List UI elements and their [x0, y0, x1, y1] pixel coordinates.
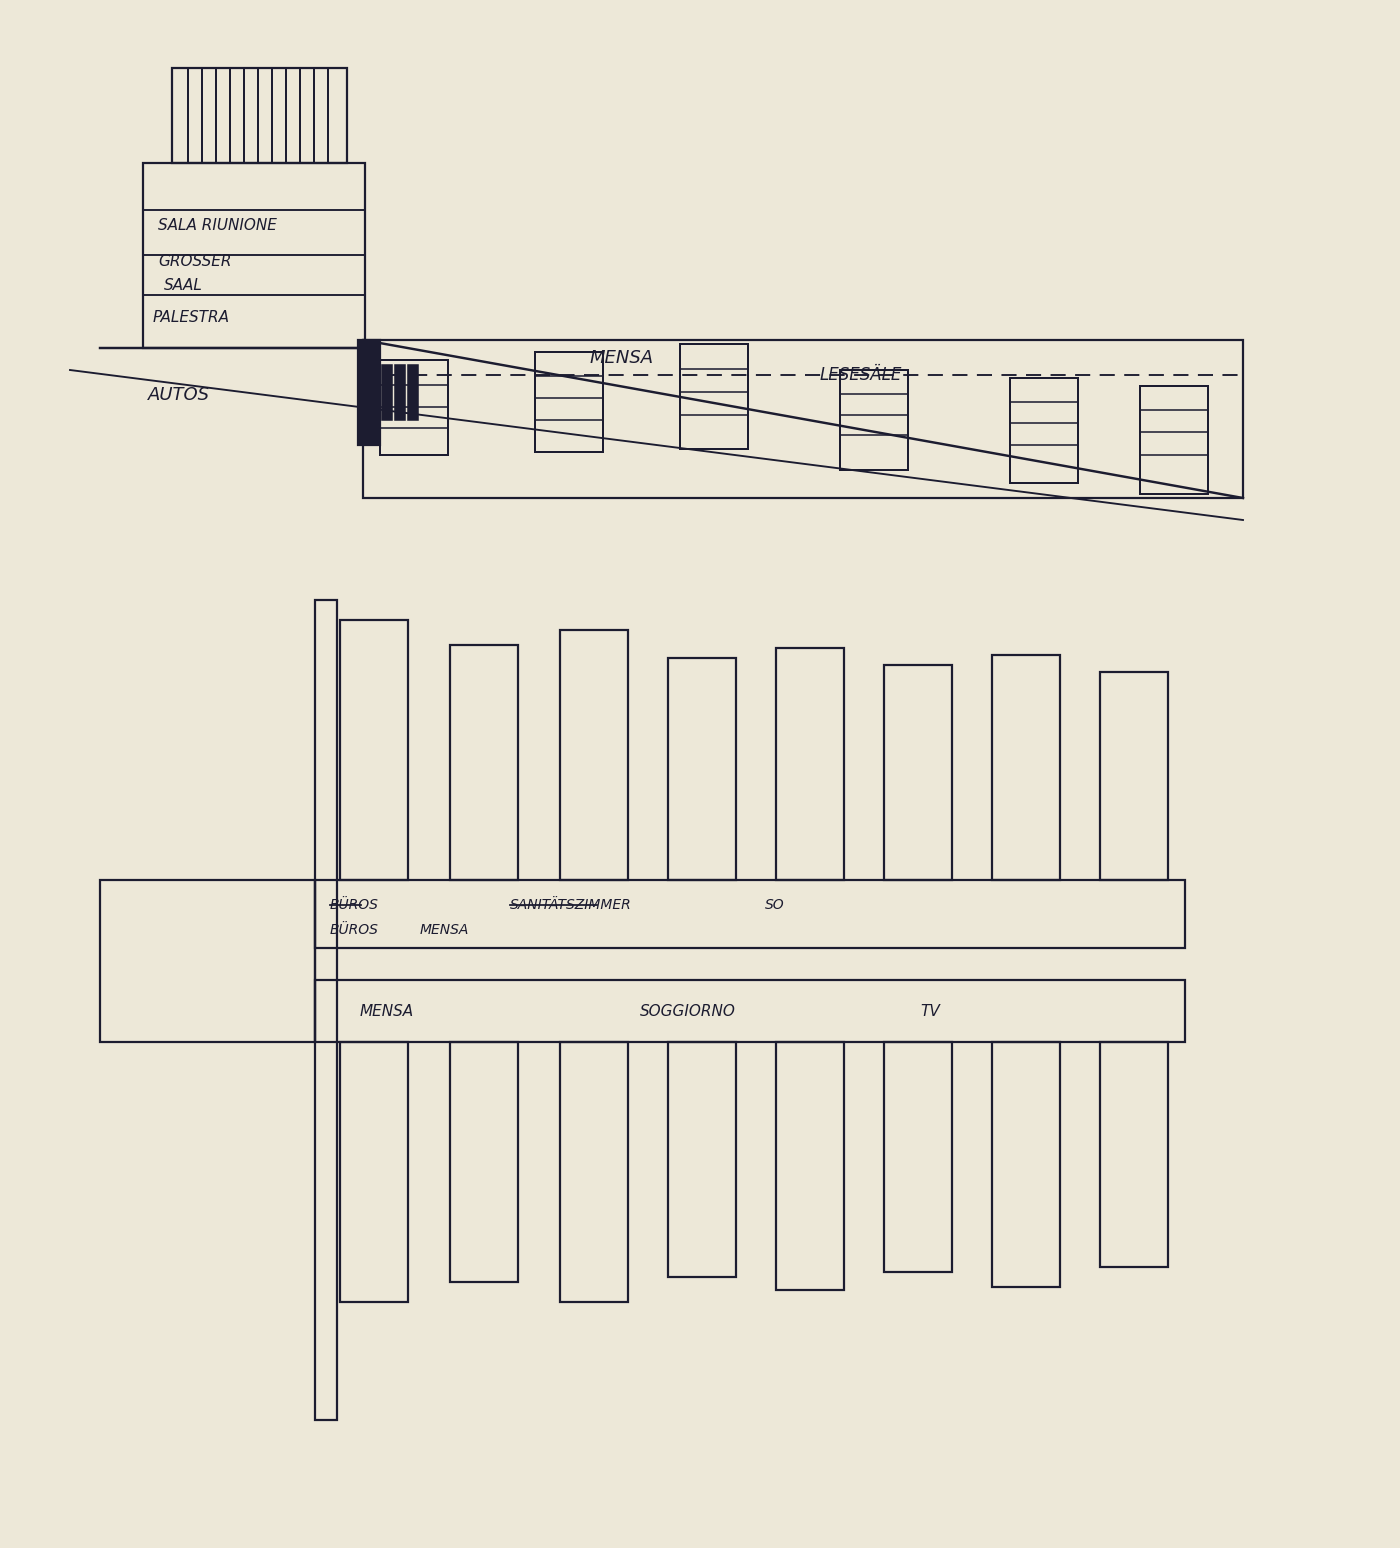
Bar — [1100, 1042, 1168, 1266]
Bar — [449, 1042, 518, 1282]
Bar — [668, 1042, 736, 1277]
Bar — [395, 365, 405, 420]
Text: TV: TV — [920, 1005, 939, 1020]
Bar — [560, 630, 629, 879]
Bar — [407, 365, 419, 420]
Bar — [776, 1042, 844, 1289]
Bar — [315, 601, 337, 1420]
Bar — [358, 341, 379, 444]
Text: SOGGIORNO: SOGGIORNO — [640, 1005, 736, 1020]
Bar — [382, 365, 392, 420]
Bar — [776, 649, 844, 879]
Bar — [143, 163, 365, 348]
Text: SO: SO — [764, 898, 784, 912]
Bar — [993, 1042, 1060, 1286]
Bar — [668, 658, 736, 879]
Bar — [680, 344, 748, 449]
Text: BÜROS: BÜROS — [330, 923, 379, 937]
Bar — [340, 1042, 407, 1302]
Bar — [340, 621, 407, 879]
Bar — [993, 655, 1060, 879]
Bar — [560, 1042, 629, 1302]
Bar — [1100, 672, 1168, 879]
Bar — [883, 666, 952, 879]
Bar — [1009, 378, 1078, 483]
Text: SALA RIUNIONE: SALA RIUNIONE — [158, 218, 277, 232]
Bar — [883, 1042, 952, 1272]
Text: MENSA: MENSA — [420, 923, 469, 937]
Bar — [449, 646, 518, 879]
Text: PALESTRA: PALESTRA — [153, 311, 230, 325]
Bar — [315, 879, 1184, 947]
Text: LESESÄLE: LESESÄLE — [820, 365, 903, 384]
Bar — [99, 879, 315, 1042]
Bar — [1140, 385, 1208, 494]
Text: MENSA: MENSA — [360, 1005, 414, 1020]
Bar — [840, 370, 909, 471]
Text: MENSA: MENSA — [589, 348, 654, 367]
Bar — [172, 68, 347, 163]
Bar — [315, 980, 1184, 1042]
Text: SANITÄTSZIMMER: SANITÄTSZIMMER — [510, 898, 631, 912]
Text: AUTOS: AUTOS — [148, 385, 210, 404]
Bar — [535, 351, 603, 452]
Bar — [379, 361, 448, 455]
Bar — [363, 341, 1243, 498]
Text: SAAL: SAAL — [164, 277, 203, 293]
Text: BÜROS: BÜROS — [330, 898, 379, 912]
Text: GROSSER: GROSSER — [158, 254, 231, 269]
